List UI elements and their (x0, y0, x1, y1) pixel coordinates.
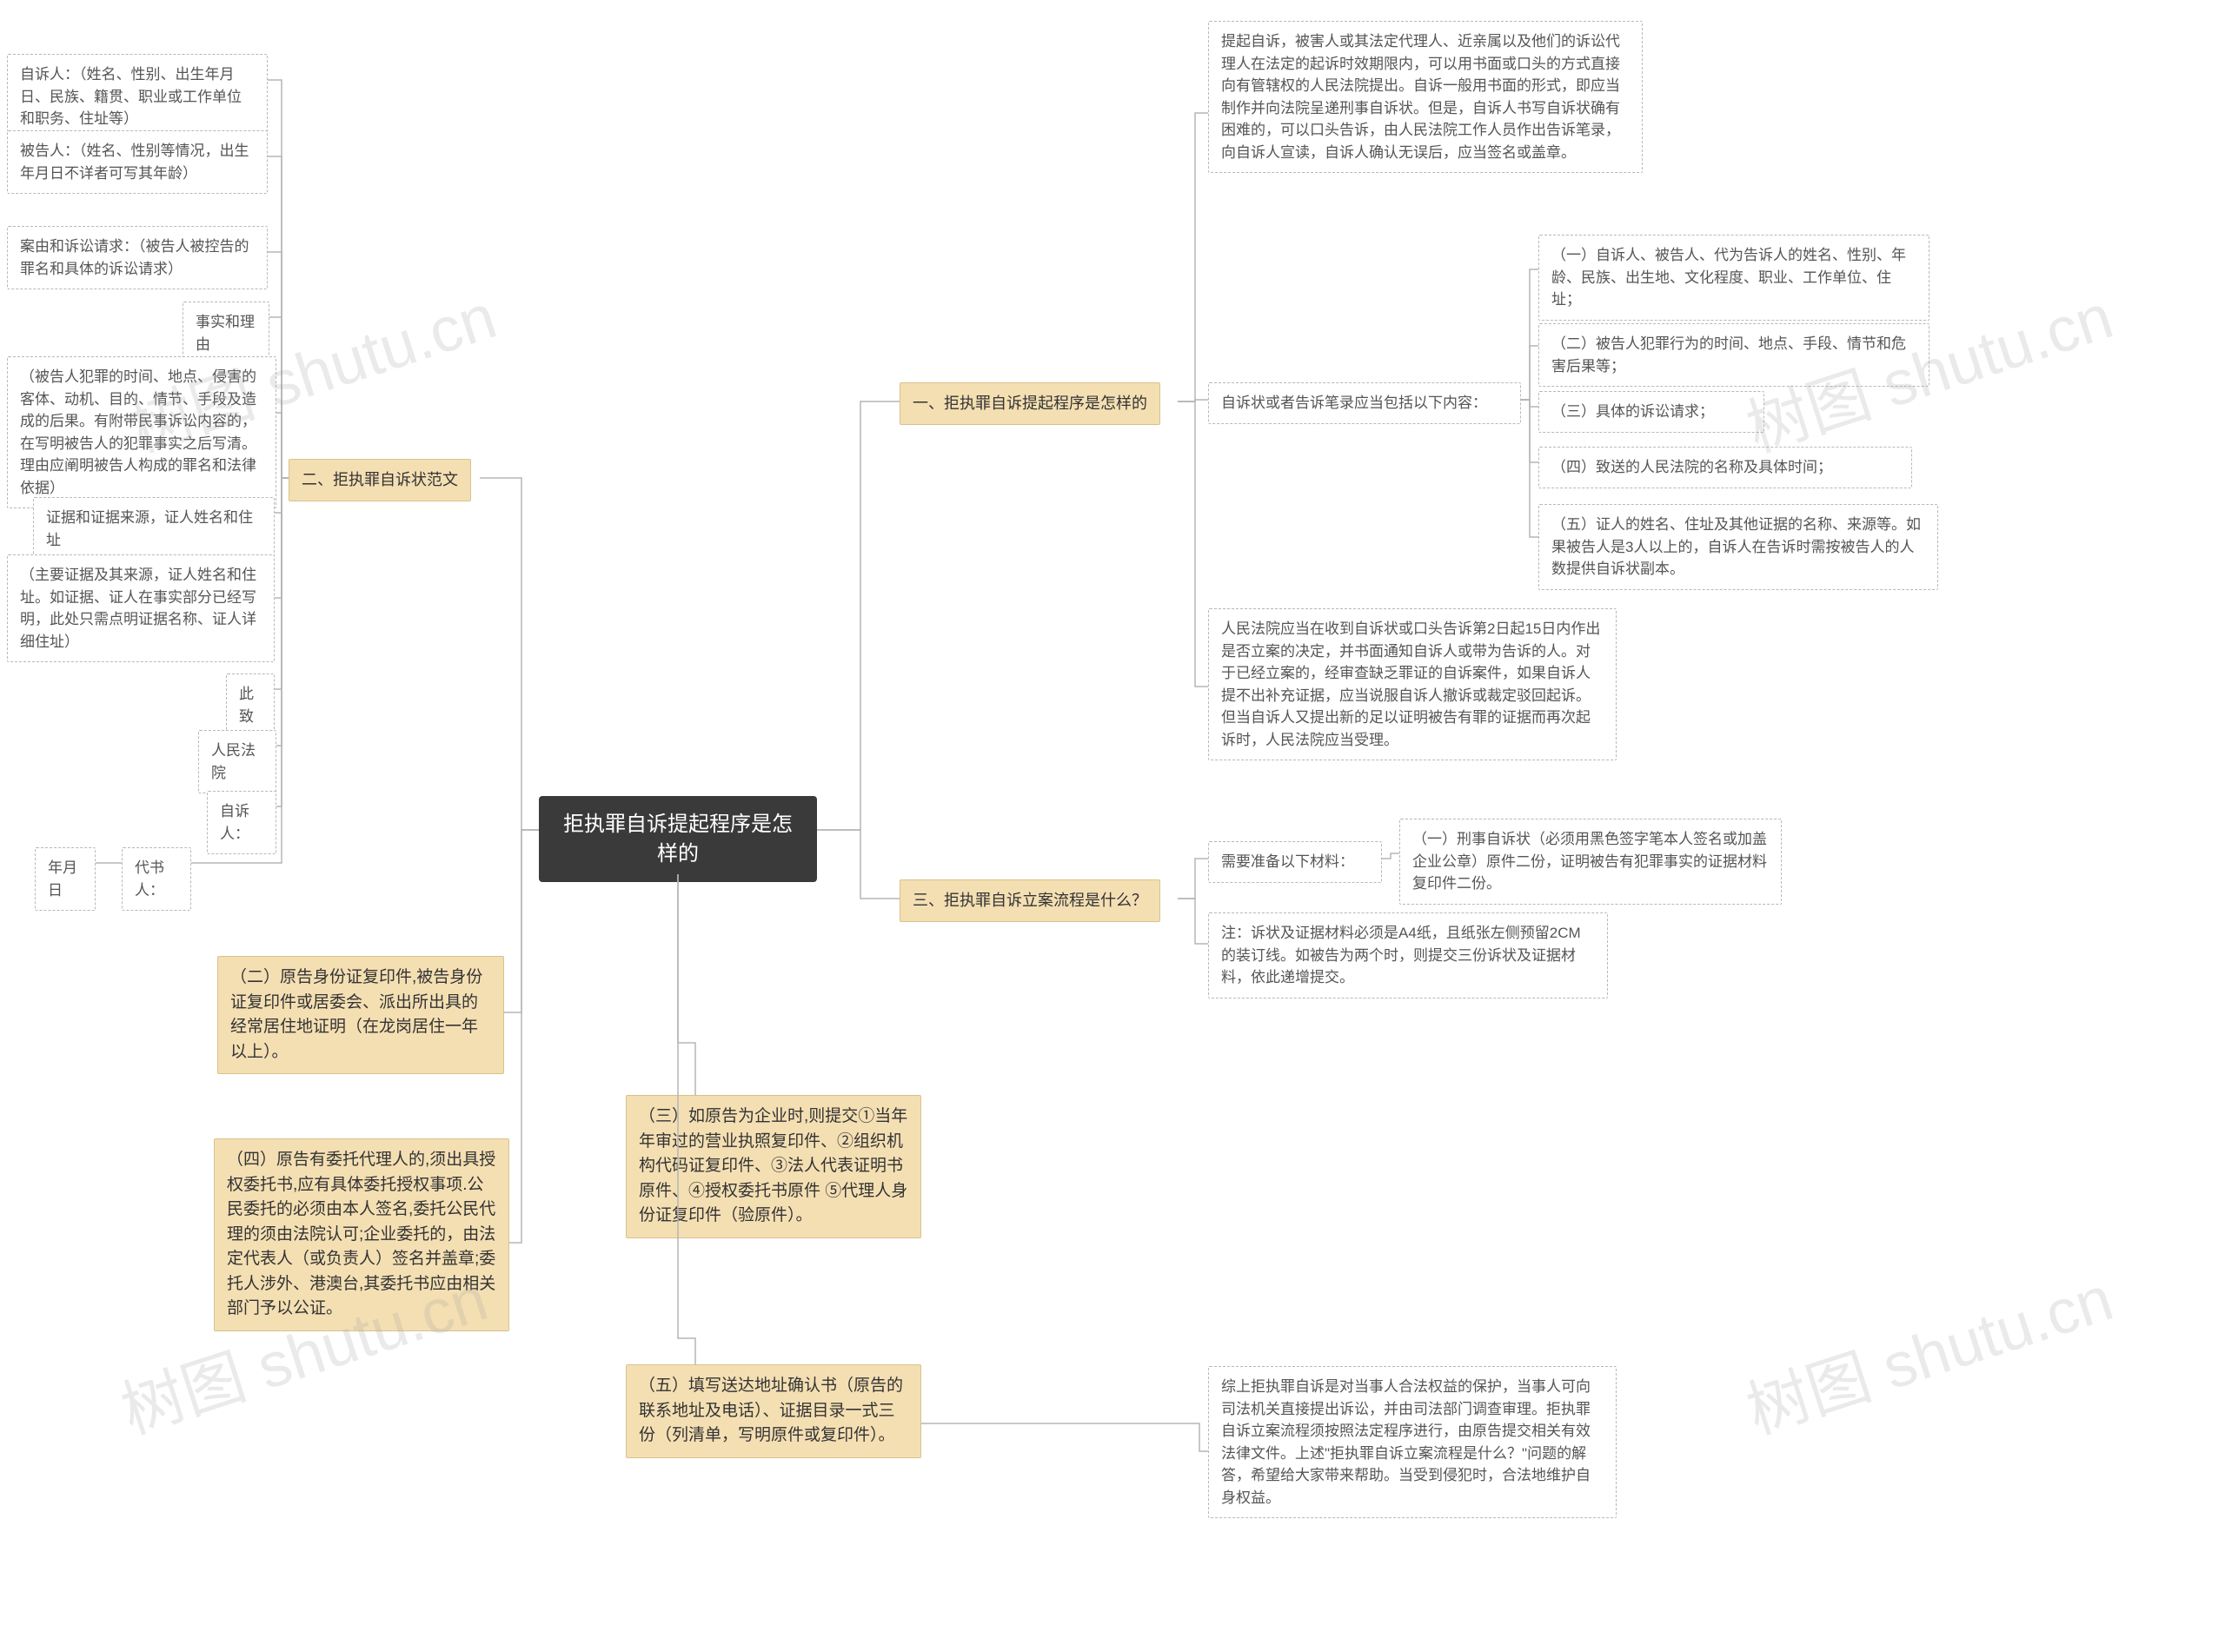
orange-leaf-0: （二）原告身份证复印件,被告身份证复印件或居委会、派出所出具的经常居住地证明（在… (217, 956, 504, 1074)
b2-leaf-5: 证据和证据来源，证人姓名和住址 (33, 497, 275, 561)
b2-leaf-4: （被告人犯罪的时间、地点、侵害的客体、动机、目的、情节、手段及造成的后果。有附带… (7, 356, 276, 508)
b1-leaf-1-sub-0: （一）自诉人、被告人、代为告诉人的姓名、性别、年龄、民族、出生地、文化程度、职业… (1538, 235, 1929, 321)
center-node: 拒执罪自诉提起程序是怎 样的 (539, 796, 817, 882)
branch-2: 二、拒执罪自诉状范文 (289, 459, 471, 501)
b2-leaf-9: 自诉人： (207, 791, 276, 854)
b2-leaf-1: 被告人：（姓名、性别等情况，出生年月日不详者可写其年龄） (7, 130, 268, 194)
orange-leaf-4-summary: 综上拒执罪自诉是对当事人合法权益的保护，当事人可向司法机关直接提出诉讼，并由司法… (1208, 1366, 1617, 1518)
b1-leaf-2: 人民法院应当在收到自诉状或口头告诉第2日起15日内作出是否立案的决定，并书面通知… (1208, 608, 1617, 760)
branch-1: 一、拒执罪自诉提起程序是怎样的 (900, 382, 1160, 425)
orange-leaf-2: （三）如原告为企业时,则提交①当年年审过的营业执照复印件、②组织机构代码证复印件… (626, 1095, 921, 1238)
b3-leaf-0-sub-0: （一）刑事自诉状（必须用黑色签字笔本人签名或加盖企业公章）原件二份，证明被告有犯… (1399, 819, 1782, 905)
b1-leaf-1-sub-2: （三）具体的诉讼请求； (1538, 391, 1764, 433)
b2-leaf-10: 代书人： (122, 847, 191, 911)
b2-leaf-2: 案由和诉讼请求：（被告人被控告的罪名和具体的诉讼请求） (7, 226, 268, 289)
branch-3: 三、拒执罪自诉立案流程是什么？ (900, 879, 1160, 922)
b2-leaf-8: 人民法院 (198, 730, 276, 793)
watermark-4: 树图 shutu.cn (1733, 1247, 2122, 1451)
orange-leaf-3: （五）填写送达地址确认书（原告的联系地址及电话）、证据目录一式三份（列清单，写明… (626, 1364, 921, 1458)
b1-leaf-1: 自诉状或者告诉笔录应当包括以下内容： (1208, 382, 1521, 424)
b1-leaf-1-sub-3: （四）致送的人民法院的名称及具体时间； (1538, 447, 1912, 488)
b3-leaf-0: 需要准备以下材料： (1208, 841, 1382, 883)
b1-leaf-1-sub-1: （二）被告人犯罪行为的时间、地点、手段、情节和危害后果等； (1538, 323, 1929, 387)
b3-leaf-1: 注：诉状及证据材料必须是A4纸，且纸张左侧预留2CM的装订线。如被告为两个时，则… (1208, 912, 1608, 998)
b1-leaf-0: 提起自诉，被害人或其法定代理人、近亲属以及他们的诉讼代理人在法定的起诉时效期限内… (1208, 21, 1643, 173)
b2-leaf-6: （主要证据及其来源，证人姓名和住址。如证据、证人在事实部分已经写明，此处只需点明… (7, 554, 275, 662)
b2-leaf-11: 年月日 (35, 847, 96, 911)
b2-leaf-0: 自诉人：（姓名、性别、出生年月日、民族、籍贯、职业或工作单位和职务、住址等） (7, 54, 268, 140)
orange-leaf-1: （四）原告有委托代理人的,须出具授权委托书,应有具体委托授权事项.公民委托的必须… (214, 1138, 509, 1331)
b1-leaf-1-sub-4: （五）证人的姓名、住址及其他证据的名称、来源等。如果被告人是3人以上的，自诉人在… (1538, 504, 1938, 590)
b2-leaf-7: 此致 (226, 673, 275, 737)
